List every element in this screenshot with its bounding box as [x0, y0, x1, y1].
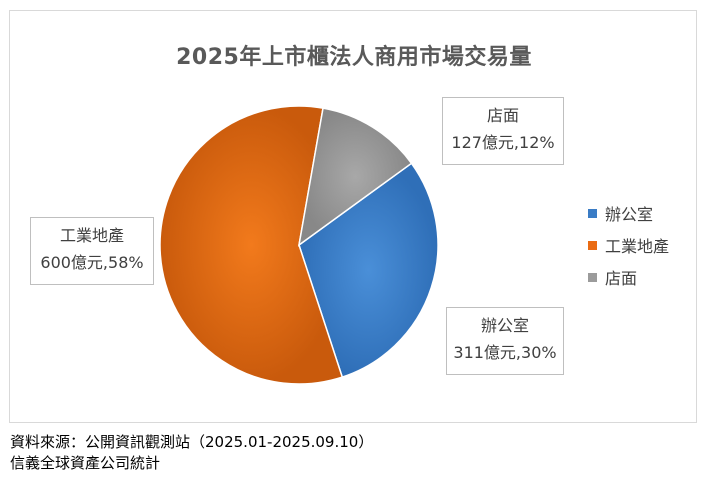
data-label-name: 辦公室 [480, 316, 529, 335]
data-label-value: 600億元,58% [40, 253, 144, 272]
data-label-name: 店面 [486, 106, 519, 125]
data-label-office: 辦公室 311億元,30% [446, 307, 564, 375]
data-label-industrial: 工業地產 600億元,58% [30, 217, 154, 285]
data-label-value: 311億元,30% [453, 343, 557, 362]
pie-chart [159, 105, 439, 385]
legend-label: 店面 [605, 269, 638, 288]
legend-label: 辦公室 [605, 205, 654, 224]
legend: 辦公室 工業地產 店面 [588, 197, 669, 293]
legend-item-office: 辦公室 [588, 197, 669, 229]
data-label-shop: 店面 127億元,12% [442, 97, 564, 165]
legend-item-shop: 店面 [588, 261, 669, 293]
source-line: 資料來源：公開資訊觀測站（2025.01-2025.09.10） [10, 433, 374, 451]
chart-area: 2025年上市櫃法人商用市場交易量 店面 127億元,12% 工業地產 600億… [9, 10, 697, 423]
data-label-value: 127億元,12% [451, 133, 555, 152]
data-label-name: 工業地產 [59, 226, 124, 245]
source-note: 資料來源：公開資訊觀測站（2025.01-2025.09.10） 信義全球資產公… [10, 432, 373, 474]
chart-title: 2025年上市櫃法人商用市場交易量 [176, 45, 532, 70]
credit-line: 信義全球資產公司統計 [10, 454, 161, 472]
legend-label: 工業地產 [605, 237, 670, 256]
pie-slice-shop [297, 107, 413, 247]
pie-slice-office [298, 162, 439, 379]
legend-swatch [588, 240, 597, 250]
legend-swatch [588, 272, 597, 282]
legend-item-industrial: 工業地產 [588, 229, 669, 261]
legend-swatch [588, 208, 597, 218]
pie-slice-industrial [159, 105, 344, 385]
